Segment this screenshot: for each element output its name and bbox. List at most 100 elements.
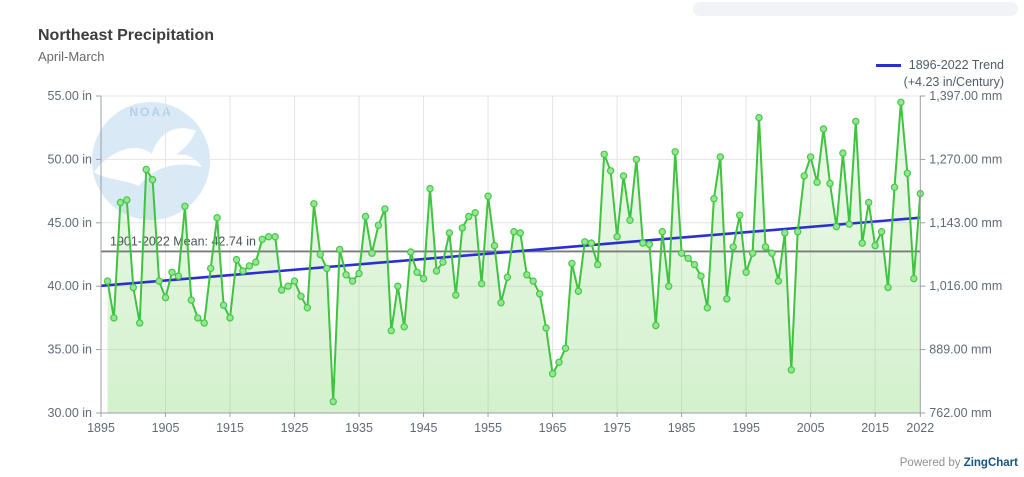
data-point[interactable] bbox=[187, 296, 195, 304]
data-point[interactable] bbox=[465, 212, 473, 221]
data-point[interactable] bbox=[297, 292, 305, 300]
data-point[interactable] bbox=[419, 274, 428, 283]
data-point[interactable] bbox=[181, 202, 189, 210]
data-point[interactable] bbox=[245, 262, 254, 270]
data-point[interactable] bbox=[368, 249, 376, 257]
data-point[interactable] bbox=[684, 254, 692, 262]
data-point[interactable] bbox=[284, 282, 292, 290]
data-point[interactable] bbox=[690, 260, 699, 269]
data-point[interactable] bbox=[381, 205, 389, 213]
data-point[interactable] bbox=[910, 274, 918, 283]
data-point[interactable] bbox=[194, 314, 202, 322]
data-point[interactable] bbox=[594, 260, 602, 269]
data-point[interactable] bbox=[529, 277, 537, 285]
data-point[interactable] bbox=[890, 183, 899, 191]
data-point[interactable] bbox=[523, 271, 531, 279]
data-point[interactable] bbox=[729, 243, 737, 251]
data-point[interactable] bbox=[723, 295, 731, 303]
data-point[interactable] bbox=[561, 344, 570, 352]
data-point[interactable] bbox=[781, 229, 789, 237]
data-point[interactable] bbox=[845, 220, 854, 228]
data-point[interactable] bbox=[303, 304, 312, 312]
data-point[interactable] bbox=[226, 314, 234, 322]
data-point[interactable] bbox=[271, 232, 279, 241]
data-point[interactable] bbox=[477, 280, 486, 288]
data-point[interactable] bbox=[555, 358, 563, 366]
data-point[interactable] bbox=[400, 323, 408, 331]
data-point[interactable] bbox=[142, 165, 150, 174]
data-point[interactable] bbox=[703, 304, 712, 312]
data-point[interactable] bbox=[710, 194, 718, 203]
data-point[interactable] bbox=[645, 240, 654, 249]
data-point[interactable] bbox=[252, 258, 260, 266]
data-point[interactable] bbox=[877, 227, 886, 236]
data-point[interactable] bbox=[484, 192, 492, 200]
data-point[interactable] bbox=[768, 249, 776, 257]
data-point[interactable] bbox=[542, 324, 550, 332]
data-point[interactable] bbox=[342, 271, 350, 279]
zingchart-link[interactable]: ZingChart bbox=[963, 457, 1018, 469]
data-point[interactable] bbox=[510, 227, 518, 236]
data-point[interactable] bbox=[452, 291, 460, 299]
data-point[interactable] bbox=[871, 241, 879, 250]
data-point[interactable] bbox=[800, 172, 808, 180]
data-point[interactable] bbox=[219, 301, 228, 309]
data-point[interactable] bbox=[265, 232, 273, 241]
data-point[interactable] bbox=[123, 196, 131, 204]
data-point[interactable] bbox=[826, 179, 834, 188]
data-point[interactable] bbox=[639, 239, 647, 247]
data-point[interactable] bbox=[232, 255, 241, 264]
data-point[interactable] bbox=[716, 153, 725, 161]
data-point[interactable] bbox=[516, 229, 525, 237]
data-point[interactable] bbox=[407, 248, 415, 256]
data-point[interactable] bbox=[310, 200, 318, 208]
data-point[interactable] bbox=[606, 167, 615, 175]
data-point[interactable] bbox=[497, 299, 505, 307]
data-point[interactable] bbox=[865, 198, 873, 207]
data-point[interactable] bbox=[600, 150, 608, 158]
data-point[interactable] bbox=[413, 268, 421, 276]
data-point[interactable] bbox=[748, 249, 757, 257]
data-point[interactable] bbox=[632, 155, 641, 164]
data-point[interactable] bbox=[361, 212, 370, 221]
data-point[interactable] bbox=[168, 268, 176, 276]
data-point[interactable] bbox=[626, 216, 634, 224]
data-point[interactable] bbox=[787, 366, 796, 374]
data-point[interactable] bbox=[277, 286, 286, 294]
data-point[interactable] bbox=[387, 326, 395, 335]
data-point[interactable] bbox=[652, 321, 660, 330]
data-point[interactable] bbox=[665, 282, 673, 290]
data-point[interactable] bbox=[806, 153, 815, 161]
legend-trend-label[interactable]: 1896-2022 Trend bbox=[908, 58, 1004, 72]
data-point[interactable] bbox=[774, 277, 783, 285]
data-point[interactable] bbox=[858, 239, 866, 247]
data-point[interactable] bbox=[658, 227, 667, 236]
data-point[interactable] bbox=[852, 117, 860, 126]
data-point[interactable] bbox=[445, 229, 454, 237]
data-point[interactable] bbox=[374, 221, 383, 229]
data-point[interactable] bbox=[239, 267, 247, 275]
data-point[interactable] bbox=[213, 213, 221, 222]
data-point[interactable] bbox=[323, 264, 331, 273]
data-point[interactable] bbox=[903, 169, 912, 177]
data-point[interactable] bbox=[503, 273, 512, 281]
data-point[interactable] bbox=[490, 241, 499, 250]
data-point[interactable] bbox=[671, 148, 679, 156]
data-point[interactable] bbox=[813, 178, 821, 186]
data-point[interactable] bbox=[677, 249, 686, 257]
data-point[interactable] bbox=[794, 227, 802, 236]
data-point[interactable] bbox=[548, 370, 557, 378]
data-point[interactable] bbox=[897, 98, 905, 107]
data-point[interactable] bbox=[832, 222, 841, 231]
data-point[interactable] bbox=[581, 238, 589, 246]
data-point[interactable] bbox=[135, 319, 144, 327]
data-point[interactable] bbox=[742, 268, 750, 276]
data-point[interactable] bbox=[697, 272, 705, 280]
data-point[interactable] bbox=[316, 250, 324, 259]
data-point[interactable] bbox=[200, 319, 208, 327]
data-point[interactable] bbox=[129, 283, 137, 292]
data-point[interactable] bbox=[110, 314, 118, 322]
data-point[interactable] bbox=[116, 198, 125, 207]
data-point[interactable] bbox=[587, 239, 596, 247]
